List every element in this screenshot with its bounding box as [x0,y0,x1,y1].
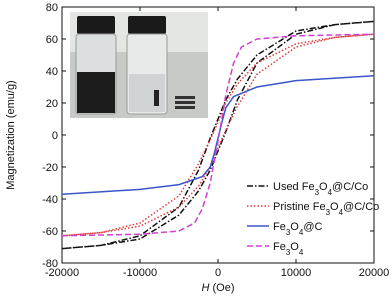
legend-label: Used Fe3O4@C/Co [273,181,368,197]
y-tick-label: 40 [46,66,58,78]
y-tick-label: 20 [46,98,58,110]
y-tick-label: 0 [52,130,58,142]
y-tick-label: -80 [42,258,58,270]
legend-label: Pristine Fe3O4@C/Co [273,201,379,217]
y-tick-label: -20 [42,162,58,174]
legend-label: Fe3O4 [273,241,304,257]
y-axis-label: Magnetization (emu/g) [5,80,17,189]
x-tick-label: 10000 [281,267,312,279]
series-line [61,33,375,237]
x-axis-label: H (Oe) [201,282,234,294]
y-tick-label: -60 [42,226,58,238]
y-tick-label: -40 [42,194,58,206]
x-tick-label: 0 [215,267,221,279]
legend-label: Fe3O4@C [273,221,322,237]
x-tick-label: -10000 [123,267,157,279]
series-line [61,33,375,237]
y-tick-label: 80 [46,2,58,14]
series-line [61,75,375,195]
series-line [61,20,375,250]
y-tick-label: 60 [46,34,58,46]
x-tick-label: -20000 [45,267,79,279]
inset-photo [70,12,208,118]
x-tick-label: 20000 [359,267,390,279]
